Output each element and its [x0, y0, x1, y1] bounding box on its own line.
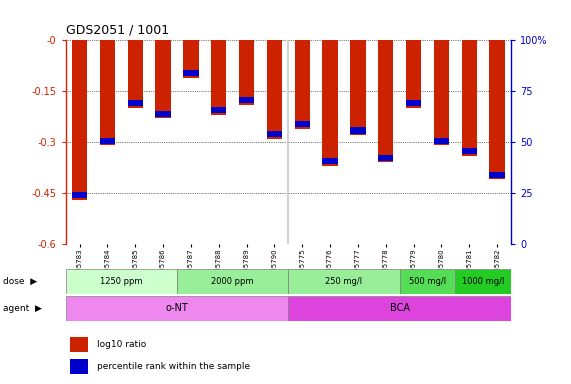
Text: 1250 ppm: 1250 ppm [100, 277, 143, 286]
Bar [127, 100, 143, 106]
Bar [350, 127, 365, 134]
Bar [434, 138, 449, 144]
Bar [211, 40, 227, 115]
Bar [127, 40, 143, 108]
Bar [239, 40, 254, 105]
Text: GDS2051 / 1001: GDS2051 / 1001 [66, 23, 169, 36]
Bar [295, 121, 310, 127]
Bar [267, 40, 282, 139]
Bar [183, 40, 199, 78]
Text: 250 mg/l: 250 mg/l [325, 277, 363, 286]
Bar [350, 40, 365, 135]
Text: BCA: BCA [389, 303, 410, 313]
Text: 1000 mg/l: 1000 mg/l [462, 277, 504, 286]
Bar [456, 269, 511, 294]
Bar [400, 269, 456, 294]
Bar [406, 100, 421, 106]
Bar [489, 40, 505, 179]
Text: o-NT: o-NT [166, 303, 188, 313]
Bar [239, 97, 254, 103]
Bar [183, 70, 199, 76]
Bar [295, 40, 310, 129]
Bar [288, 296, 511, 321]
Bar [267, 131, 282, 137]
Bar [434, 40, 449, 146]
Bar [323, 158, 338, 164]
Bar [211, 107, 227, 113]
Bar [461, 40, 477, 156]
Bar [288, 269, 400, 294]
Bar [70, 359, 88, 374]
Bar [378, 155, 393, 161]
Bar [66, 296, 288, 321]
Text: 2000 ppm: 2000 ppm [211, 277, 254, 286]
Text: agent  ▶: agent ▶ [3, 304, 42, 313]
Bar [100, 138, 115, 144]
Bar [100, 40, 115, 146]
Bar [406, 40, 421, 108]
Bar [461, 148, 477, 154]
Text: log10 ratio: log10 ratio [97, 340, 146, 349]
Bar [72, 192, 87, 198]
Bar [155, 40, 171, 118]
Bar [489, 172, 505, 178]
Bar [323, 40, 338, 166]
Bar [378, 40, 393, 162]
Bar [70, 337, 88, 352]
Text: 500 mg/l: 500 mg/l [409, 277, 446, 286]
Bar [72, 40, 87, 200]
Text: dose  ▶: dose ▶ [3, 277, 37, 286]
Bar [155, 111, 171, 117]
Bar [177, 269, 288, 294]
Text: percentile rank within the sample: percentile rank within the sample [97, 362, 250, 371]
Bar [66, 269, 177, 294]
